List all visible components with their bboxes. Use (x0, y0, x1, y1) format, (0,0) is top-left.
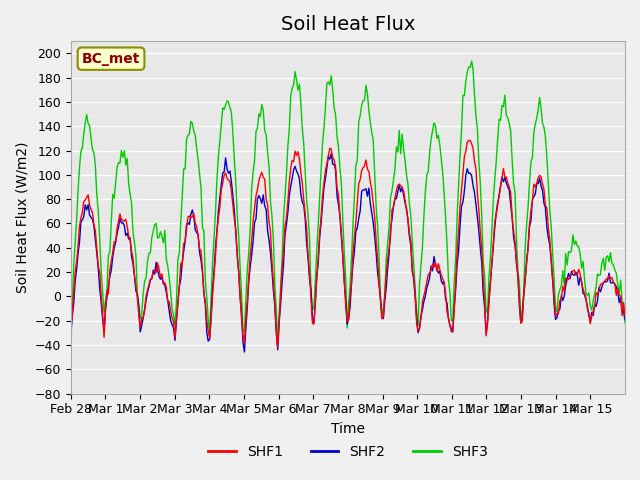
Y-axis label: Soil Heat Flux (W/m2): Soil Heat Flux (W/m2) (15, 142, 29, 293)
Line: SHF1: SHF1 (71, 140, 625, 348)
SHF3 (547, 223, 555, 229)
SHF1 (463, 139, 471, 145)
SHF3 (621, 320, 629, 326)
SHF1 (467, 137, 474, 143)
SHF3 (353, 157, 361, 163)
SHF2 (67, 334, 75, 339)
SHF1 (67, 327, 75, 333)
SHF2 (241, 349, 248, 355)
SHF3 (620, 306, 627, 312)
Line: SHF2: SHF2 (71, 154, 625, 352)
SHF1 (86, 203, 93, 208)
SHF1 (103, 288, 111, 294)
X-axis label: Time: Time (331, 422, 365, 436)
SHF2 (465, 170, 472, 176)
SHF2 (620, 308, 627, 313)
SHF1 (621, 312, 629, 318)
SHF1 (274, 345, 282, 350)
SHF3 (468, 58, 476, 64)
SHF2 (103, 294, 111, 300)
SHF1 (620, 300, 627, 305)
SHF3 (274, 341, 282, 347)
SHF2 (328, 151, 335, 157)
SHF3 (67, 317, 75, 323)
SHF3 (86, 122, 93, 128)
SHF1 (353, 200, 361, 205)
SHF2 (547, 258, 555, 264)
Text: BC_met: BC_met (82, 52, 140, 66)
Line: SHF3: SHF3 (71, 61, 625, 344)
SHF3 (463, 69, 471, 75)
SHF1 (547, 257, 555, 263)
SHF2 (86, 212, 93, 218)
SHF3 (103, 287, 111, 293)
Title: Soil Heat Flux: Soil Heat Flux (281, 15, 415, 34)
SHF2 (621, 316, 629, 322)
Legend: SHF1, SHF2, SHF3: SHF1, SHF2, SHF3 (202, 439, 493, 464)
SHF2 (355, 216, 363, 221)
